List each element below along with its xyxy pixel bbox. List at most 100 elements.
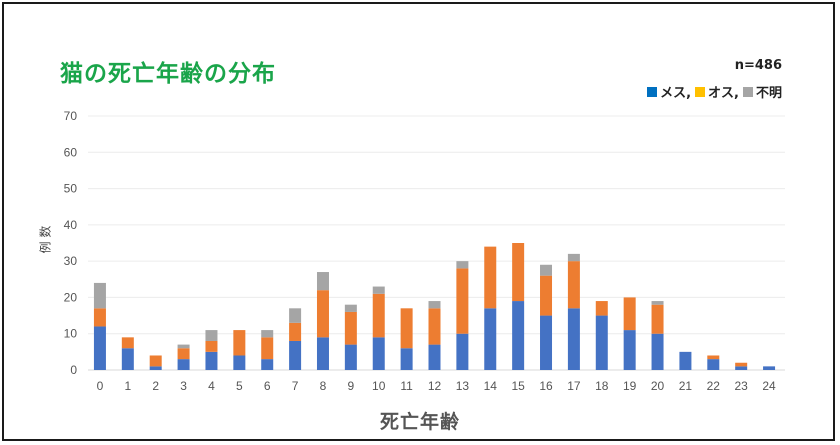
bar-segment xyxy=(344,344,357,370)
x-tick-label: 8 xyxy=(320,379,327,393)
x-tick-label: 3 xyxy=(180,379,187,393)
bar-segment xyxy=(316,290,329,338)
x-tick-label: 19 xyxy=(623,379,637,393)
x-tick-label: 13 xyxy=(456,379,470,393)
bar-segment xyxy=(344,311,357,345)
legend-item-female: メス, xyxy=(647,82,691,101)
legend-swatch-male xyxy=(695,86,706,97)
bar-segment xyxy=(512,301,525,370)
x-tick-label: 10 xyxy=(372,379,386,393)
y-tick-label: 10 xyxy=(64,327,78,341)
y-tick-label: 40 xyxy=(64,218,78,232)
x-tick-label: 1 xyxy=(124,379,131,393)
x-tick-label: 4 xyxy=(208,379,215,393)
bar-segment xyxy=(651,333,664,370)
bar-segment xyxy=(540,264,553,276)
bar-segment xyxy=(540,275,553,316)
chart-frame xyxy=(2,2,835,441)
bar-segment xyxy=(512,243,525,302)
legend-label-unknown: 不明 xyxy=(755,86,782,101)
bar-segment xyxy=(456,333,469,370)
bar-segment xyxy=(735,366,748,370)
bar-segment xyxy=(289,322,302,341)
bar-segment xyxy=(567,308,580,370)
x-tick-label: 21 xyxy=(679,379,693,393)
bar-segment xyxy=(595,315,608,370)
bar-segment xyxy=(707,359,720,370)
x-tick-label: 18 xyxy=(595,379,609,393)
x-tick-label: 0 xyxy=(97,379,104,393)
bar-segment xyxy=(428,344,441,370)
y-tick-label: 70 xyxy=(64,109,78,123)
legend: メス, オス, 不明 xyxy=(643,82,782,101)
x-tick-label: 7 xyxy=(292,379,299,393)
bar-segment xyxy=(372,293,385,338)
legend-swatch-female xyxy=(647,86,658,97)
x-tick-label: 5 xyxy=(236,379,243,393)
x-tick-label: 14 xyxy=(484,379,498,393)
x-tick-label: 9 xyxy=(348,379,355,393)
legend-item-male: オス, xyxy=(695,82,739,101)
bar-segment xyxy=(540,315,553,370)
bar-segment xyxy=(316,337,329,370)
x-tick-label: 20 xyxy=(651,379,665,393)
bar-segment xyxy=(149,355,162,367)
bar-segment xyxy=(177,348,190,360)
y-tick-label: 60 xyxy=(64,145,78,159)
bar-segment xyxy=(93,282,106,309)
bar-segment xyxy=(93,308,106,327)
bar-segment xyxy=(205,330,218,341)
bar-segment xyxy=(623,330,636,370)
bar-segment xyxy=(93,326,106,370)
bar-segment xyxy=(400,348,413,370)
y-tick-label: 30 xyxy=(64,254,78,268)
bar-segment xyxy=(233,330,246,356)
x-tick-label: 17 xyxy=(567,379,581,393)
x-tick-label: 22 xyxy=(707,379,721,393)
bar-segment xyxy=(428,301,441,309)
y-tick-label: 50 xyxy=(64,182,78,196)
bar-segment xyxy=(735,362,748,367)
chart-title: 猫の死亡年齢の分布 xyxy=(60,61,276,87)
x-tick-label: 2 xyxy=(152,379,159,393)
bar-segment xyxy=(205,340,218,352)
bar-segment xyxy=(149,366,162,370)
bar-segment xyxy=(121,348,134,370)
x-tick-label: 24 xyxy=(762,379,776,393)
bar-segment xyxy=(651,304,664,334)
bar-segment xyxy=(484,246,497,309)
legend-label-male: オス, xyxy=(708,86,739,101)
bar-segment xyxy=(567,253,580,262)
bar-segment xyxy=(567,261,580,309)
bar-segment xyxy=(205,351,218,370)
bar-segment xyxy=(316,272,329,291)
bar-segment xyxy=(372,286,385,294)
bar-segment xyxy=(372,337,385,370)
bar-segment xyxy=(456,268,469,334)
bar-segment xyxy=(400,308,413,349)
bar-segment xyxy=(261,330,274,338)
bar-segment xyxy=(261,337,274,360)
x-tick-label: 23 xyxy=(735,379,749,393)
bar-segment xyxy=(344,304,357,312)
x-tick-label: 16 xyxy=(539,379,553,393)
y-tick-label: 0 xyxy=(70,363,77,377)
bar-segment xyxy=(121,337,134,349)
bar-segment xyxy=(763,366,776,370)
bar-segment xyxy=(707,355,720,360)
x-tick-label: 11 xyxy=(400,379,413,393)
bar-segment xyxy=(177,344,190,349)
legend-label-female: メス, xyxy=(660,86,692,101)
y-tick-label: 20 xyxy=(64,290,78,304)
bar-segment xyxy=(261,359,274,370)
x-axis-label: 死亡年齢 xyxy=(379,411,460,433)
bar-segment xyxy=(623,297,636,331)
bar-segment xyxy=(428,308,441,345)
bar-segment xyxy=(651,301,664,305)
bar-segment xyxy=(289,340,302,370)
x-tick-label: 15 xyxy=(511,379,525,393)
bar-segment xyxy=(177,359,190,370)
bar-segment xyxy=(456,261,469,269)
x-tick-label: 6 xyxy=(264,379,271,393)
